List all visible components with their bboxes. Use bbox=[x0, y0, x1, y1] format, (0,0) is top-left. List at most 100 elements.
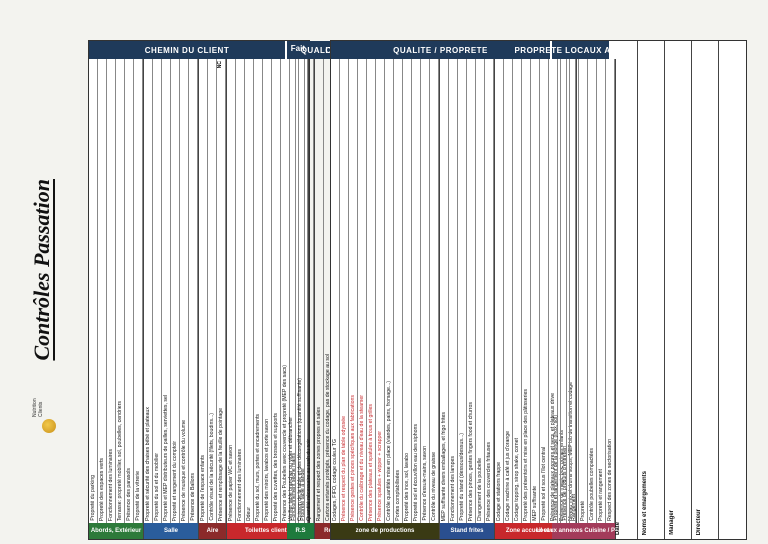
row-label: Présence des parasols bbox=[126, 468, 132, 521]
group-label: Abords, Extérieur bbox=[89, 523, 143, 539]
table-row[interactable]: Fonctionnement des lampes bbox=[449, 59, 458, 539]
table-row[interactable]: Portes comptabilisées bbox=[394, 59, 403, 539]
table-row[interactable]: Respect des zones de sectorisation bbox=[606, 59, 615, 539]
section-header: QUALITE / PROPRETE bbox=[331, 41, 550, 59]
row-label: Propreté des espaces verts bbox=[99, 457, 105, 521]
table-row[interactable]: Propreté des miroirs, lavabos et porte s… bbox=[263, 59, 272, 539]
row-label: Présence spatules + wipper + scrapper bbox=[377, 431, 383, 521]
row-label: Propreté et rangement bbox=[598, 469, 604, 521]
table-row[interactable]: Propreté et rangement de la plonge (inox… bbox=[552, 59, 561, 539]
group-label: Stand frites bbox=[440, 523, 494, 539]
row-text: Présence des parasols bbox=[125, 63, 133, 521]
table-row[interactable]: Terrasse: propreté mobilier, sol, poubel… bbox=[116, 59, 125, 539]
row-text: Codage topping, sirop shake, cornet bbox=[513, 63, 521, 521]
table-row[interactable]: Niveau mix et drums soups, MEP bib de tr… bbox=[567, 59, 576, 539]
table-row[interactable]: Fonctionnement des luminaires bbox=[107, 59, 116, 539]
row-text: Codage et stations frappe bbox=[495, 63, 503, 521]
row-text: Propreté des présentoirs et mise en plac… bbox=[522, 63, 530, 521]
table-row[interactable]: Codage machine à café et jus d'orange bbox=[504, 59, 513, 539]
table-row[interactable]: Contrôle du calibrage et du niveau d'eau… bbox=[358, 59, 367, 539]
row-text: Contrôle poubelles compactées bbox=[588, 63, 596, 521]
table-row[interactable]: Codages, FIFO, codage couleur TG bbox=[331, 59, 340, 539]
table-row[interactable]: Présence spatules + wipper + scrapper bbox=[376, 59, 385, 539]
table-row[interactable]: Présence de Ballons bbox=[189, 59, 198, 539]
table-row[interactable]: Propreté du stand (dessous/dessus...) bbox=[458, 59, 467, 539]
table-row[interactable]: MEP suffisante bbox=[531, 59, 540, 539]
table-row[interactable]: Propreté et rangement bbox=[597, 59, 606, 539]
row-text: Quantité nécessaire au rush du soir bbox=[305, 63, 313, 521]
row-text: Propreté des espaces verts bbox=[98, 63, 106, 521]
table-row[interactable]: Présence de produits d'entretien bbox=[561, 59, 570, 539]
row-label: Propreté des présentoirs et mise en plac… bbox=[523, 388, 529, 521]
signature-field[interactable]: Date bbox=[611, 41, 638, 539]
table-row[interactable]: Présence de plateaux propres et secs, et… bbox=[549, 59, 558, 539]
row-label: Codage et stations frappe bbox=[496, 461, 502, 521]
table-row[interactable]: Propreté de la vitrerie bbox=[134, 59, 143, 539]
row-label: Propreté et MEP distributeurs de pailles… bbox=[163, 395, 169, 521]
row-text: Rangement et respect des zones propres e… bbox=[315, 63, 323, 521]
table-row[interactable]: Présence de musique et contrôle du volum… bbox=[180, 59, 189, 539]
table-row[interactable]: Présence et remplissage de la feuille de… bbox=[217, 59, 226, 539]
table-row[interactable]: Propreté et MEP distributeurs de pailles… bbox=[162, 59, 171, 539]
table-row[interactable]: Présence des couvercles fritauses bbox=[485, 59, 494, 539]
table-row[interactable]: Contrôle visuel de la sécurité (filets, … bbox=[208, 59, 217, 539]
table-row[interactable]: Présence et respect du plan de table ody… bbox=[340, 59, 349, 539]
table-row[interactable]: Odeur bbox=[245, 59, 254, 539]
document-title: Contrôles Passation bbox=[29, 179, 54, 361]
table-row[interactable]: Contrôle poubelles compactées bbox=[588, 59, 597, 539]
row-label: Fonctionnement des luminaires bbox=[237, 448, 243, 521]
section-body: Propreté et rangement de la plonge (inox… bbox=[536, 59, 631, 539]
table-row[interactable]: Présence de magic box, primes enfants bbox=[558, 59, 567, 539]
row-text: Présence spatules + wipper + scrapper bbox=[376, 63, 384, 521]
table-row[interactable]: Rangement et respect des zones propres e… bbox=[315, 59, 324, 539]
table-row[interactable]: Vérifier table brancher ou vider et débr… bbox=[287, 59, 296, 539]
row-text: Rangement bbox=[570, 63, 578, 521]
table-row[interactable]: Contrôle quantités mise en place (viande… bbox=[385, 59, 394, 539]
table-row[interactable]: Propreté du parking bbox=[89, 59, 98, 539]
table-row[interactable]: Fonctionnement des luminaires bbox=[236, 59, 245, 539]
table-row[interactable]: Propreté bbox=[579, 59, 588, 539]
table-row[interactable]: MEP suffisante divers emballages, et fri… bbox=[440, 59, 449, 539]
table-row[interactable]: Changement de la poubelle bbox=[476, 59, 485, 539]
table-row[interactable]: Propreté des cuvettes, des brosses et su… bbox=[272, 59, 281, 539]
table-row[interactable]: Codage topping, sirop shake, cornet bbox=[513, 59, 522, 539]
row-label: Vérifier table brancher ou vider et débr… bbox=[288, 416, 294, 521]
table-row[interactable]: Fonctionnement sèche mains bbox=[290, 59, 299, 539]
table-row[interactable]: Propreté de l'espace enfants bbox=[199, 59, 208, 539]
table-row[interactable]: Présence de papier WC et savon bbox=[227, 59, 236, 539]
table-row[interactable]: Présence d'essuie-mains, savon bbox=[421, 59, 430, 539]
client-path-table: CHEMIN DU CLIENT Propreté du parking Propr… bbox=[88, 40, 409, 540]
table-row[interactable]: Présence des pinces, gestes fingers food… bbox=[467, 59, 476, 539]
row-label: Codage machine à café et jus d'orange bbox=[505, 430, 511, 521]
table-row[interactable]: Codage et stations frappe bbox=[495, 59, 504, 539]
table-row[interactable]: Propreté sol et écouvillon eau des sipho… bbox=[412, 59, 421, 539]
table-row[interactable]: Présence gestes et pinces spécifiques au… bbox=[349, 59, 358, 539]
table-row[interactable]: Présence des Poubelles avec couvercle et… bbox=[281, 59, 290, 539]
table-row[interactable]: Propreté du sol et du mobilier bbox=[153, 59, 162, 539]
row-group: Propreté du parking Propreté des espaces … bbox=[89, 59, 144, 539]
table-row[interactable]: Rangement bbox=[570, 59, 579, 539]
table-row[interactable]: Présence des plateaux et spatules à trou… bbox=[367, 59, 376, 539]
row-text: Propreté de l'espace enfants bbox=[199, 63, 207, 521]
table-row[interactable]: Contrôle du niveau de graisse bbox=[430, 59, 439, 539]
table-row[interactable]: Propreté des espaces verts bbox=[98, 59, 107, 539]
table-row[interactable]: Propreté table à langer bbox=[299, 59, 308, 539]
signature-field[interactable]: Noms et émargements bbox=[638, 41, 665, 539]
table-row[interactable]: Propreté des présentoirs et mise en plac… bbox=[522, 59, 531, 539]
row-text: Fonctionnement des lampes bbox=[449, 63, 457, 521]
table-row[interactable]: Présence des parasols bbox=[125, 59, 134, 539]
table-row[interactable]: Propreté des inox, sol, lavabo bbox=[403, 59, 412, 539]
signature-field[interactable]: Manager bbox=[665, 41, 692, 539]
row-label: Changement de la poubelle bbox=[477, 457, 483, 521]
table-row[interactable]: Propreté et rangement du comptoir bbox=[171, 59, 180, 539]
signature-field[interactable]: Directeur bbox=[692, 41, 719, 539]
done-column-label: Fait bbox=[290, 44, 305, 53]
row-text: Propreté du sol et du mobilier bbox=[153, 63, 161, 521]
table-row[interactable]: Propreté et sécurité des chaises bébé et… bbox=[144, 59, 153, 539]
row-label: Présence des pinces, gestes fingers food… bbox=[468, 401, 474, 521]
table-row[interactable]: Cuisson de la table et des décongélation… bbox=[296, 59, 305, 539]
table-row[interactable]: Propreté du sol, murs, portes et encadre… bbox=[254, 59, 263, 539]
table-row[interactable]: Quantité nécessaire au rush du soir bbox=[305, 59, 314, 539]
table-row[interactable]: Propreté sol et sous l'îlot central bbox=[540, 59, 549, 539]
row-label: Contrôle du niveau de graisse bbox=[431, 452, 437, 521]
